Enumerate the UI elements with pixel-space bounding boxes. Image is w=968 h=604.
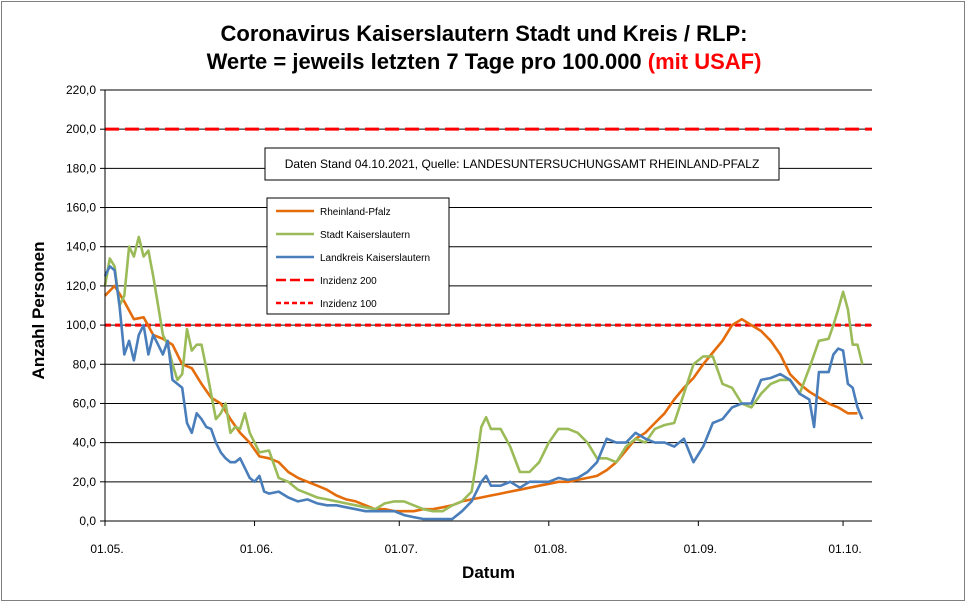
annotation-text: Daten Stand 04.10.2021, Quelle: LANDESUN…: [285, 157, 760, 171]
legend-entry: Inzidenz 200: [320, 276, 377, 287]
x-tick-label: 01.10.: [828, 542, 861, 556]
chart-title-line-2: Werte = jeweils letzten 7 Tage pro 100.0…: [0, 48, 968, 76]
y-tick-label: 20,0: [73, 475, 97, 489]
y-tick-label: 160,0: [66, 201, 96, 215]
x-tick-label: 01.06.: [240, 542, 273, 556]
chart-title-main: Werte = jeweils letzten 7 Tage pro 100.0…: [206, 49, 648, 74]
x-tick-label: 01.07.: [385, 542, 418, 556]
x-tick-label: 01.08.: [534, 542, 567, 556]
y-tick-label: 120,0: [66, 279, 96, 293]
y-tick-label: 100,0: [66, 318, 96, 332]
legend-entry: Landkreis Kaiserslautern: [320, 253, 430, 264]
axes: [104, 90, 872, 526]
y-tick-label: 60,0: [73, 396, 97, 410]
x-tick-label: 01.09.: [684, 542, 717, 556]
y-tick-label: 40,0: [73, 436, 97, 450]
series-line-0: [104, 284, 858, 513]
x-tick-labels: 01.05. 01.06. 01.07. 01.08. 01.09. 01.10.: [90, 542, 861, 556]
y-tick-label: 0,0: [79, 514, 96, 528]
reference-lines: [105, 127, 872, 327]
x-axis-title: Datum: [462, 563, 515, 582]
legend-entry: Stadt Kaiserslautern: [320, 230, 410, 241]
y-tick-label: 180,0: [66, 161, 96, 175]
y-tick-label: 80,0: [73, 357, 97, 371]
source-annotation: Daten Stand 04.10.2021, Quelle: LANDESUN…: [264, 147, 780, 181]
series-lines: [103, 235, 864, 521]
legend-entry: Inzidenz 100: [320, 299, 377, 310]
chart-title-red: (mit USAF): [647, 49, 762, 74]
y-tick-label: 220,0: [66, 83, 96, 97]
series-line-2: [103, 264, 864, 521]
legend: Rheinland-Pfalz Stadt Kaiserslautern Landk…: [266, 197, 450, 315]
series-line-1: [103, 235, 864, 513]
y-tick-label: 140,0: [66, 240, 96, 254]
y-axis-title: Anzahl Personen: [29, 242, 48, 380]
y-tick-labels: 0,0 20,0 40,0 60,0 80,0 100,0 120,0 140,0 160,0 1…: [66, 83, 96, 528]
y-tick-label: 200,0: [66, 122, 96, 136]
x-tick-label: 01.05.: [90, 542, 123, 556]
chart-title-line-1: Coronavirus Kaiserslautern Stadt und Kre…: [220, 21, 748, 46]
annotation-box: [264, 147, 780, 181]
legend-entry: Rheinland-Pfalz: [320, 207, 391, 218]
